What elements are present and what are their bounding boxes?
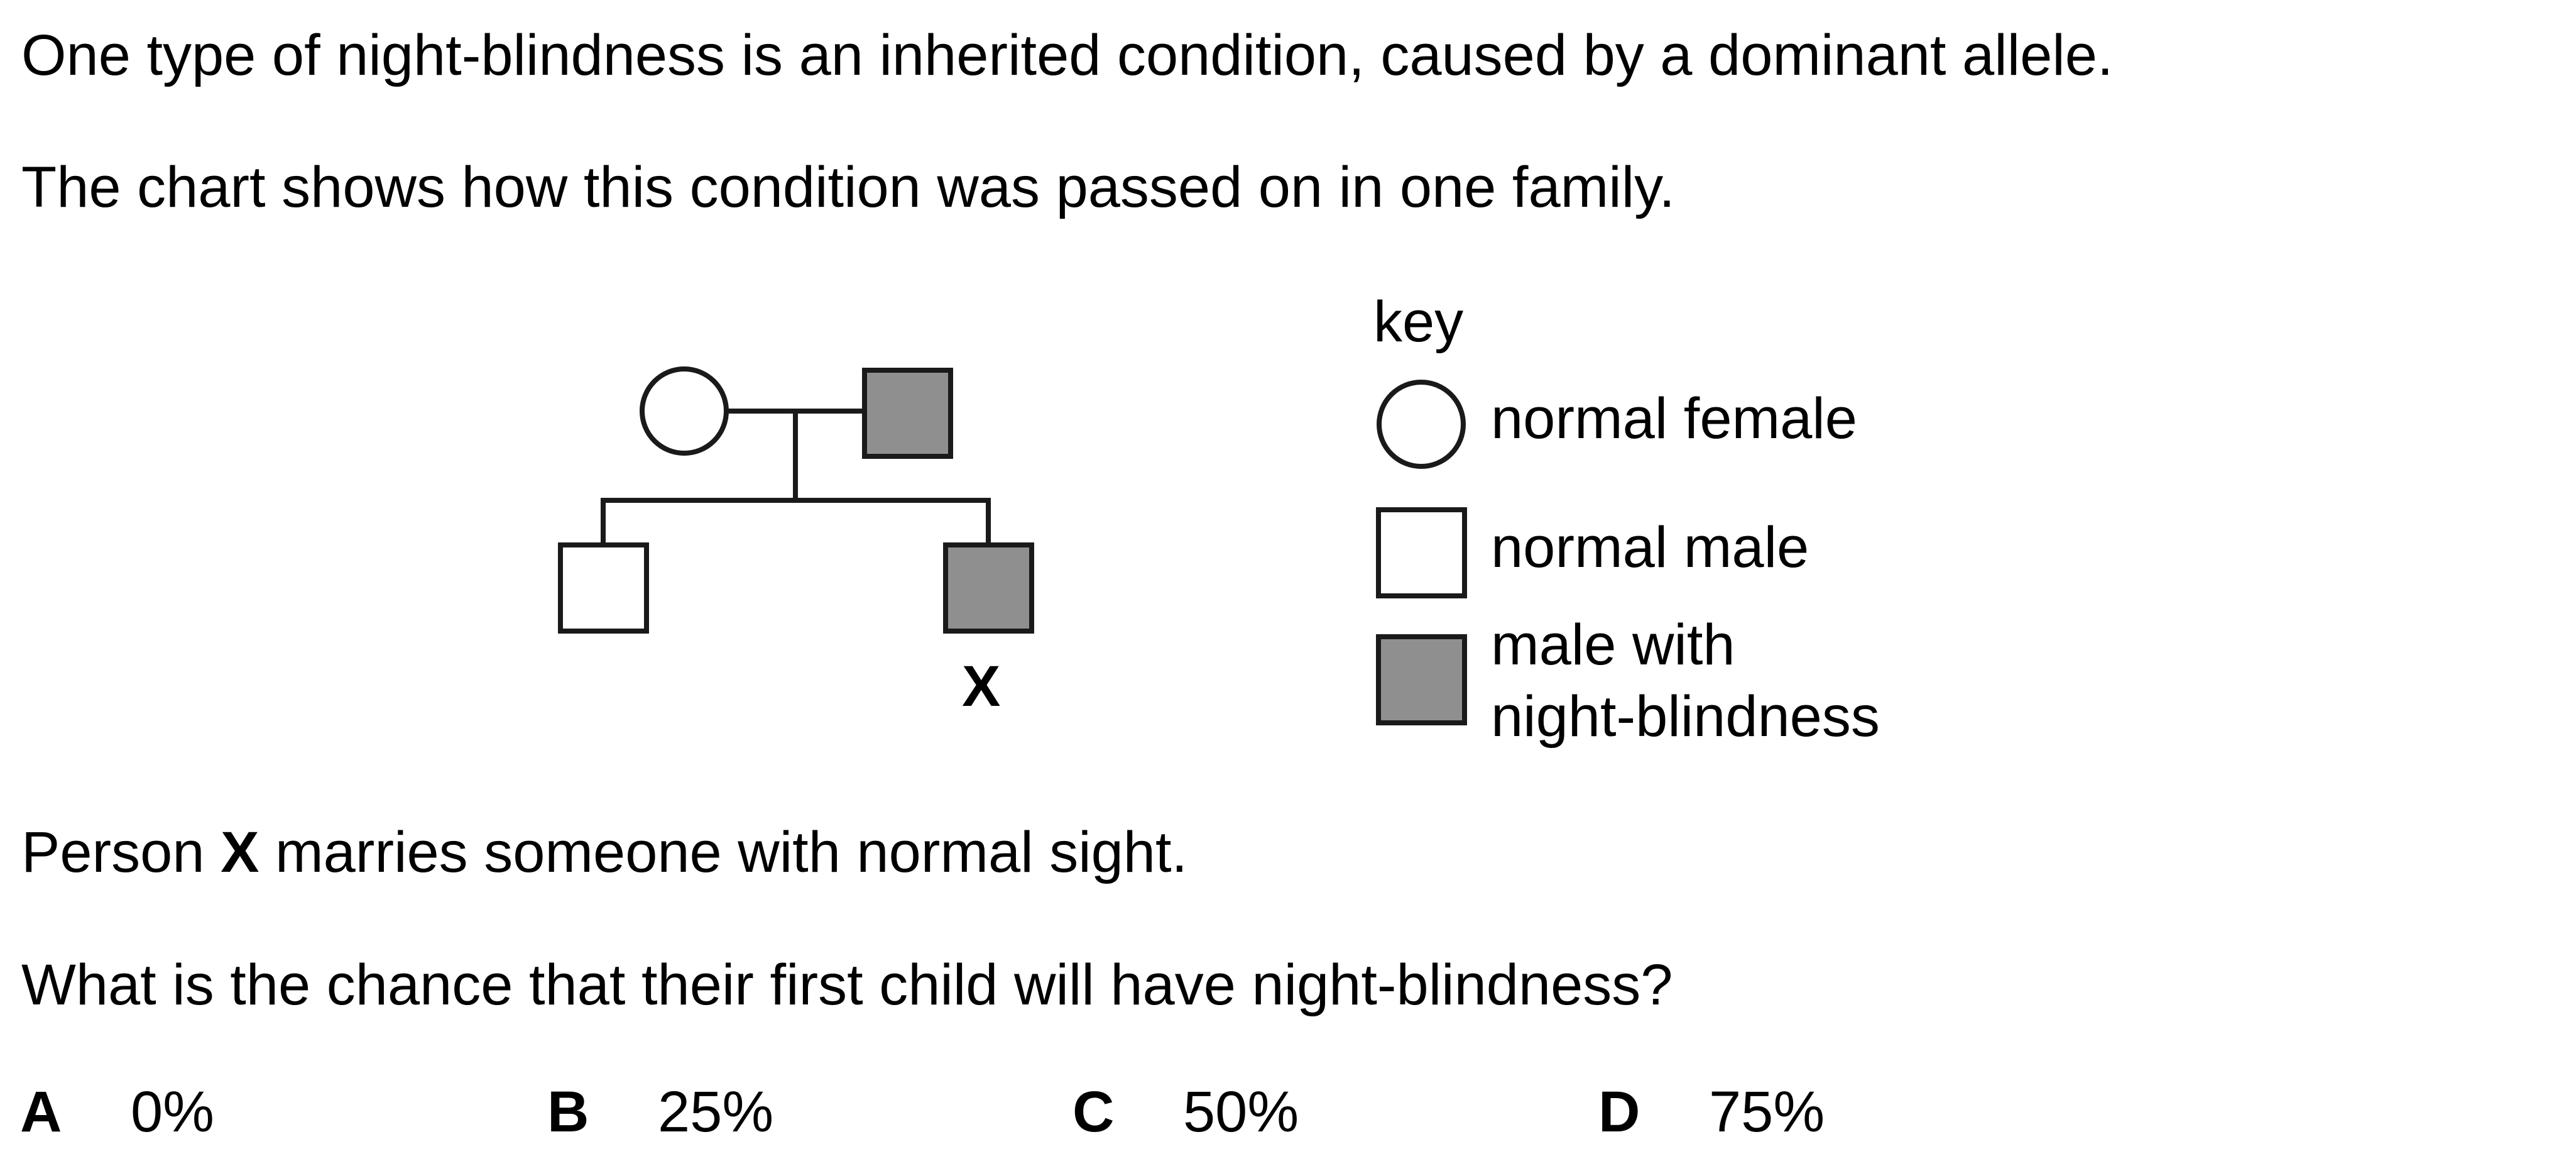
key-normal-male-label: normal male — [1491, 519, 1809, 576]
option-value-c: 50% — [1183, 1083, 1299, 1141]
option-letter-c: C — [1072, 1083, 1114, 1141]
option-value-d: 75% — [1709, 1083, 1825, 1141]
question-text: What is the chance that their first chil… — [21, 956, 1673, 1014]
person-x-label: X — [221, 820, 259, 884]
option-letter-b: B — [547, 1083, 589, 1141]
key-affected-male-symbol — [1378, 637, 1465, 723]
right-child-affected-male-symbol — [946, 545, 1032, 631]
option-letter-d: D — [1598, 1083, 1640, 1141]
key-normal-male-symbol — [1378, 510, 1465, 596]
option-value-b: 25% — [658, 1083, 773, 1141]
option-value-a: 0% — [131, 1083, 214, 1141]
key-affected-male-label-line-1: male with — [1491, 616, 1735, 674]
person-prefix: Person — [21, 820, 221, 884]
father-affected-male-symbol — [865, 370, 951, 456]
key-affected-male-label-line-2: night-blindness — [1491, 688, 1880, 745]
key-normal-female-label: normal female — [1491, 390, 1857, 448]
left-child-normal-male-symbol — [560, 545, 647, 631]
marked-child-label: X — [962, 657, 1000, 715]
key-normal-female-symbol — [1379, 382, 1463, 466]
person-x-statement: Person X marries someone with normal sig… — [21, 823, 1187, 881]
key-title: key — [1373, 293, 1463, 351]
mother-normal-female-symbol — [642, 369, 726, 453]
option-letter-a: A — [20, 1083, 62, 1141]
person-suffix: marries someone with normal sight. — [259, 820, 1187, 884]
